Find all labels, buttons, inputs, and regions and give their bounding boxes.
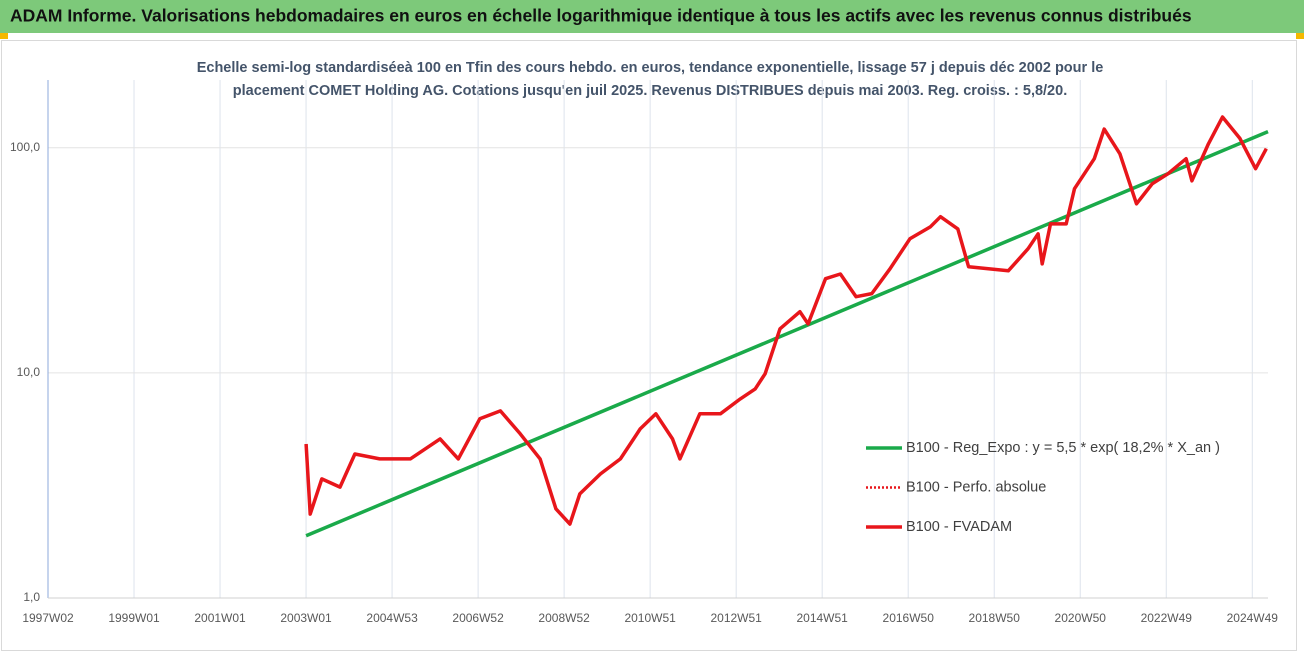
x-tick-label: 2014W51: [796, 611, 848, 625]
x-tick-label: 1999W01: [108, 611, 160, 625]
subtitle: Echelle semi-log standardiséeà 100 en Tf…: [197, 60, 1104, 76]
x-tick-label: 2012W51: [710, 611, 762, 625]
corner: [0, 33, 8, 39]
x-tick-label: 2018W50: [969, 611, 1021, 625]
y-tick-label: 1,0: [23, 590, 40, 604]
x-tick-label: 1997W02: [22, 611, 74, 625]
corner: [1296, 33, 1304, 39]
x-tick-label: 2003W01: [280, 611, 332, 625]
x-tick-label: 2010W51: [624, 611, 676, 625]
x-tick-label: 2022W49: [1141, 611, 1193, 625]
legend-label: B100 - Perfo. absolue: [906, 479, 1046, 495]
x-tick-label: 2004W53: [366, 611, 418, 625]
x-tick-label: 2008W52: [538, 611, 590, 625]
y-tick-label: 100,0: [10, 140, 40, 154]
header-bar: [0, 0, 1304, 33]
x-tick-label: 2001W01: [194, 611, 246, 625]
x-tick-label: 2006W52: [452, 611, 504, 625]
chart-title: ADAM Informe. Valorisations hebdomadaire…: [10, 6, 1192, 26]
legend-label: B100 - Reg_Expo : y = 5,5 * exp( 18,2% *…: [906, 440, 1220, 456]
y-tick-label: 10,0: [17, 365, 41, 379]
series-line: [304, 115, 1268, 526]
x-tick-label: 2024W49: [1227, 611, 1279, 625]
series-line: [305, 129, 1269, 538]
x-tick-label: 2016W50: [883, 611, 935, 625]
x-tick-label: 2020W50: [1055, 611, 1107, 625]
legend-label: B100 - FVADAM: [906, 519, 1012, 535]
